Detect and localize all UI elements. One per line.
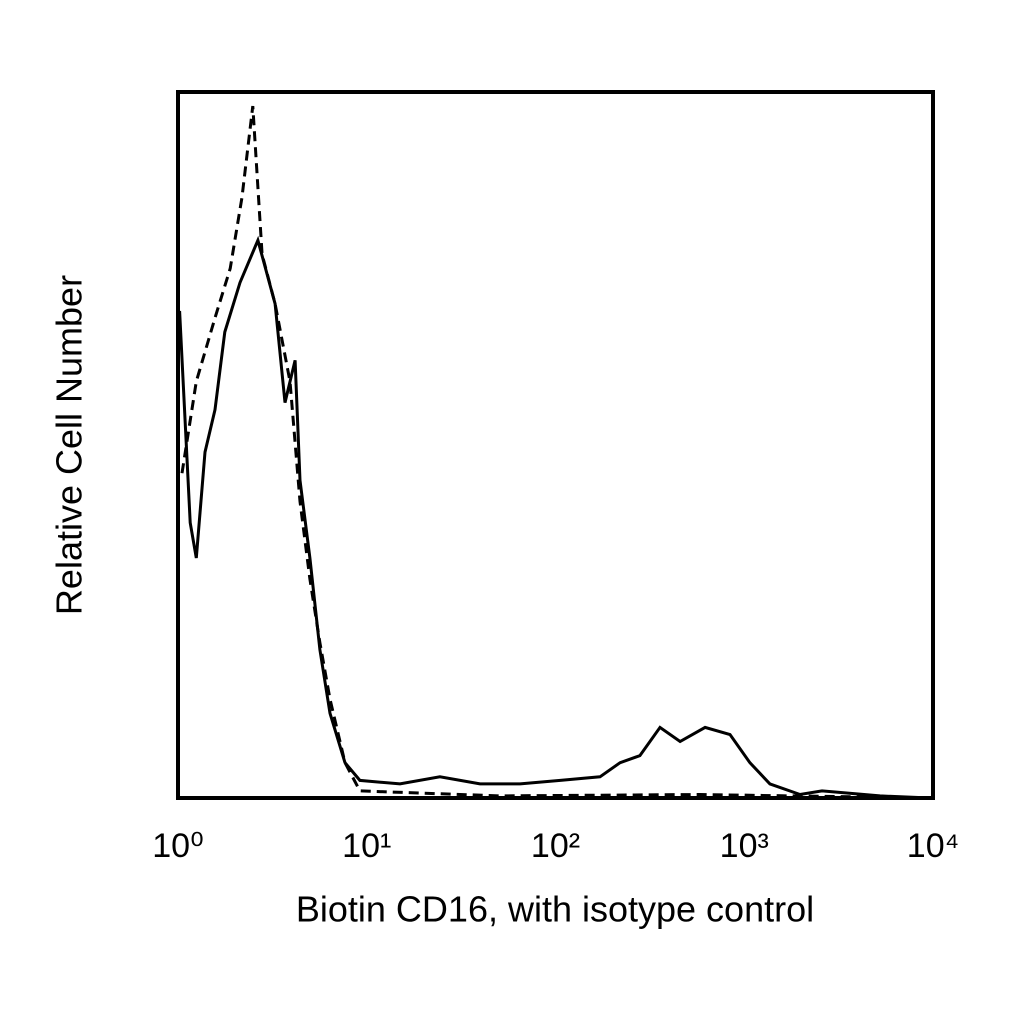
x-tick-label: 10¹ xyxy=(342,827,391,865)
y-axis-label: Relative Cell Number xyxy=(49,275,90,615)
dashed-line xyxy=(180,105,931,800)
x-tick-label: 10⁰ xyxy=(152,827,203,865)
solid-line xyxy=(178,235,931,800)
x-tick-label: 10² xyxy=(531,827,580,865)
plot-frame xyxy=(176,90,935,800)
x-tick-label: 10³ xyxy=(720,827,769,865)
x-axis-label: Biotin CD16, with isotype control xyxy=(296,889,814,930)
x-tick-label: 10⁴ xyxy=(907,827,959,865)
